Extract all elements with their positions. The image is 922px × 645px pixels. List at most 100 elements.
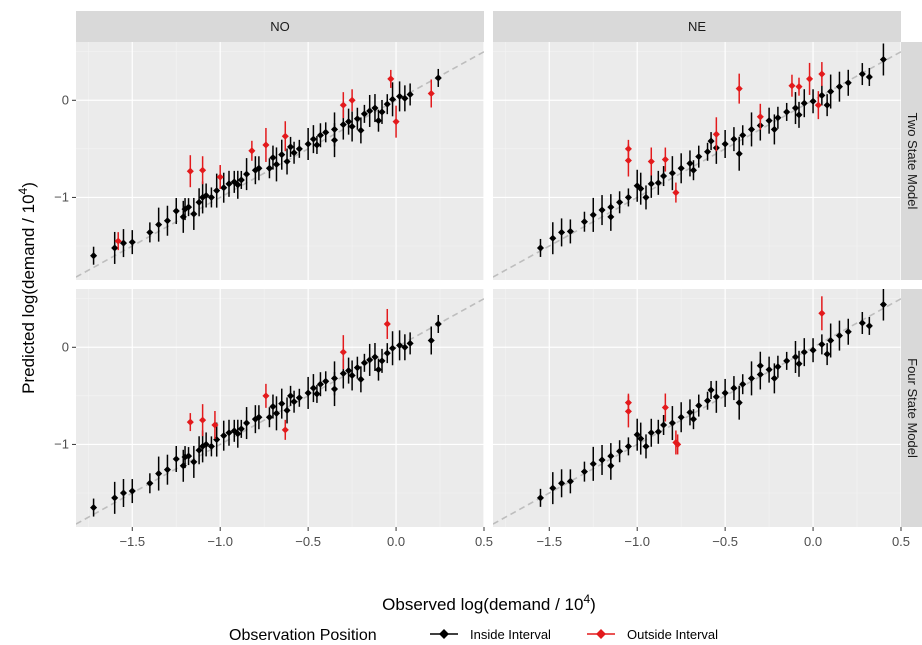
data-point-inside	[207, 442, 215, 450]
data-point-inside	[295, 145, 303, 153]
data-point-inside	[818, 91, 826, 99]
data-point-inside	[330, 136, 339, 144]
data-point-outside	[387, 75, 395, 83]
data-point-inside	[756, 362, 764, 370]
data-point-inside	[660, 421, 668, 429]
data-point-inside	[633, 431, 641, 439]
data-point-inside	[712, 393, 720, 401]
data-point-inside	[383, 349, 391, 357]
data-point-inside	[770, 374, 778, 382]
data-point-inside	[642, 442, 650, 450]
column-strip-label: NE	[688, 19, 706, 34]
data-point-inside	[155, 470, 163, 478]
data-point-outside	[216, 173, 224, 181]
data-point-outside	[248, 147, 256, 155]
data-point-inside	[225, 180, 233, 188]
data-point-inside	[360, 110, 368, 118]
x-tick-label: −1.0	[207, 534, 233, 549]
data-point-inside	[179, 462, 187, 470]
data-point-inside	[677, 164, 685, 172]
data-point-inside	[858, 319, 866, 327]
data-point-inside	[774, 363, 782, 371]
data-point-inside	[739, 131, 747, 139]
data-point-outside	[339, 101, 347, 109]
data-point-inside	[185, 203, 193, 211]
data-point-inside	[207, 193, 215, 201]
facet-panel	[76, 42, 484, 280]
data-point-inside	[686, 408, 694, 416]
data-point-outside	[756, 113, 764, 121]
data-point-inside	[406, 90, 414, 98]
data-point-outside	[814, 101, 822, 109]
data-point-inside	[647, 180, 655, 188]
data-point-outside	[339, 348, 347, 356]
data-point-inside	[269, 403, 277, 411]
x-tick-label: 0.5	[475, 534, 493, 549]
data-point-inside	[549, 234, 557, 242]
data-point-inside	[389, 344, 397, 352]
column-strip	[493, 11, 901, 42]
data-point-inside	[163, 466, 171, 474]
data-point-outside	[661, 156, 669, 164]
data-point-inside	[195, 446, 203, 454]
facet-panel	[493, 289, 901, 527]
data-point-inside	[295, 394, 303, 402]
data-point-inside	[322, 377, 330, 385]
data-point-inside	[689, 415, 698, 423]
data-point-outside	[624, 407, 632, 415]
legend-key-outside	[587, 629, 615, 639]
data-point-outside	[199, 166, 207, 174]
data-point-inside	[265, 164, 273, 172]
legend-label-inside: Inside Interval	[470, 627, 551, 642]
row-strip-label: Two State Model	[905, 113, 920, 210]
data-point-outside	[647, 157, 655, 166]
data-point-outside	[281, 426, 289, 434]
data-point-inside	[633, 182, 641, 190]
data-point-inside	[313, 141, 321, 149]
legend: Observation Position Inside Interval Out…	[229, 627, 718, 644]
data-point-inside	[348, 371, 356, 379]
data-point-outside	[262, 392, 270, 400]
data-point-inside	[795, 111, 803, 119]
data-point-inside	[283, 157, 291, 166]
data-point-inside	[128, 238, 136, 246]
data-point-inside	[243, 419, 251, 427]
data-point-inside	[879, 55, 887, 64]
data-point-outside	[281, 132, 289, 140]
data-point-inside	[406, 339, 414, 347]
data-point-inside	[225, 429, 233, 437]
data-point-inside	[383, 100, 391, 108]
data-point-inside	[234, 430, 242, 438]
row-strip-label: Four State Model	[905, 358, 920, 458]
data-point-inside	[272, 409, 281, 417]
data-point-inside	[199, 193, 207, 201]
x-axis-title-text: Observed log(demand / 10	[382, 595, 583, 614]
data-point-outside	[186, 418, 194, 426]
data-point-inside	[647, 429, 655, 437]
y-tick-label: 0	[62, 339, 69, 354]
data-point-inside	[287, 392, 295, 400]
data-point-inside	[353, 364, 361, 372]
data-point-inside	[566, 477, 574, 485]
y-axis-title: Predicted log(demand / 104)	[16, 182, 38, 394]
x-tick-label: −1.5	[536, 534, 562, 549]
data-point-inside	[401, 343, 409, 351]
data-point-inside	[287, 143, 295, 151]
data-point-inside	[624, 442, 632, 450]
data-point-outside	[348, 96, 356, 104]
data-point-inside	[704, 397, 712, 405]
data-point-inside	[739, 380, 747, 388]
data-point-inside	[213, 187, 221, 195]
data-point-inside	[119, 239, 128, 247]
data-point-inside	[695, 402, 703, 410]
x-axis-title: Observed log(demand / 104)	[382, 592, 596, 614]
data-point-inside	[783, 357, 791, 365]
x-axis-title-end: )	[590, 595, 596, 614]
data-point-inside	[172, 207, 180, 215]
data-point-inside	[598, 456, 606, 464]
data-point-inside	[353, 115, 361, 123]
data-point-inside	[689, 166, 698, 174]
data-point-inside	[695, 153, 703, 161]
data-point-inside	[558, 228, 566, 236]
